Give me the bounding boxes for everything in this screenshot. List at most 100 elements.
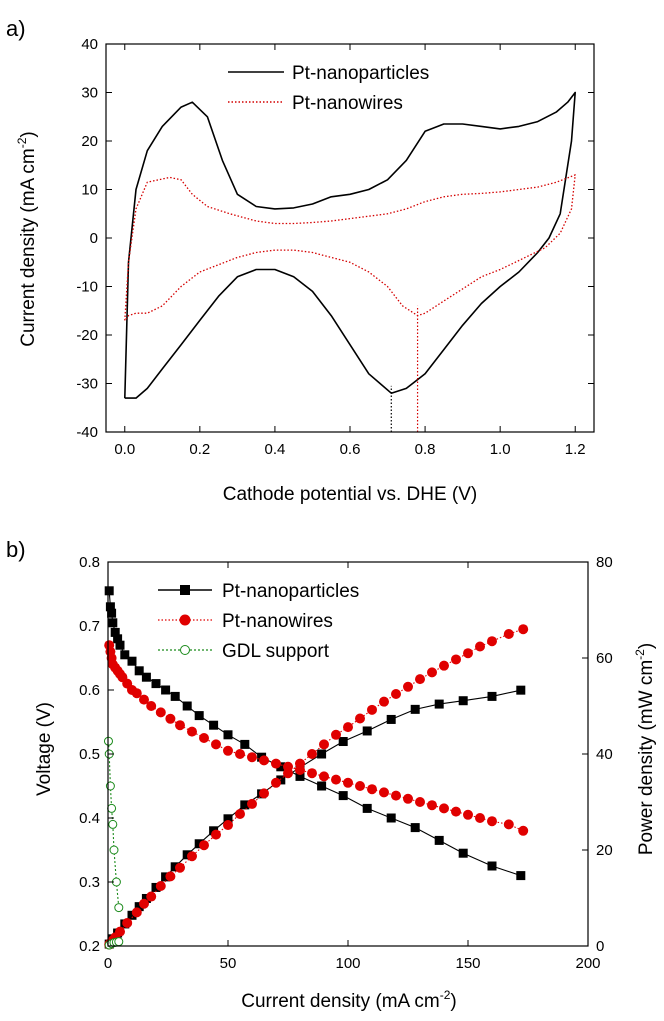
y2-tick-label-b-4: 80 [596, 554, 613, 571]
x-tick-label-a-4: 0.8 [415, 441, 436, 458]
x-tick-label-a-1: 0.2 [189, 441, 210, 458]
x-tick-label-b-2: 100 [335, 955, 360, 972]
y-tick-label-a-7: 30 [81, 85, 98, 102]
x-tick-label-a-2: 0.4 [264, 441, 285, 458]
point-b-2-26 [307, 768, 317, 779]
x-tick-label-b-1: 50 [220, 955, 237, 972]
panel-b-ylabel: Voltage (V) [34, 702, 55, 796]
point-b-3-30 [403, 681, 413, 692]
point-b-2-37 [439, 803, 449, 814]
x-tick-label-a-0: 0.0 [114, 441, 135, 458]
point-b-2-31 [367, 784, 377, 795]
point-b-2-11 [139, 694, 149, 705]
panel-b-legend: Pt-nanoparticles Pt-nanowires GDL suppor… [158, 581, 359, 662]
point-b-0-21 [295, 771, 305, 781]
y-tick-label-a-5: 10 [81, 182, 98, 199]
point-b-0-1 [105, 602, 115, 612]
point-b-1-11 [194, 839, 204, 849]
point-b-2-32 [379, 787, 389, 798]
panel-a-series [124, 91, 577, 399]
series-line-a-0 [124, 91, 577, 399]
point-b-1-24 [458, 696, 468, 706]
point-b-2-19 [223, 745, 233, 756]
point-b-3-16 [235, 809, 245, 819]
legend-b-marker-nanowires [179, 614, 191, 626]
point-b-3-28 [379, 696, 389, 707]
point-b-0-28 [458, 848, 468, 858]
point-b-3-12 [187, 851, 197, 862]
point-b-3-32 [427, 667, 437, 678]
panel-a-markers [390, 305, 419, 432]
point-b-3-37 [487, 636, 497, 647]
point-b-0-2 [107, 608, 117, 618]
point-b-1-26 [516, 685, 526, 695]
y-tick-label-b-0: 0.2 [79, 938, 100, 955]
point-b-2-15 [175, 720, 185, 731]
panel-a-label: a) [6, 16, 26, 41]
point-b-0-25 [386, 813, 396, 823]
panel-b-label: b) [6, 537, 26, 562]
point-b-0-26 [410, 823, 420, 833]
y-tick-label-a-3: -10 [76, 279, 98, 296]
y-tick-label-b-1: 0.3 [79, 874, 100, 891]
panel-a-ylabel: Current density (mA cm-2) [15, 131, 39, 347]
y-tick-label-a-4: 0 [90, 230, 98, 247]
point-b-1-14 [240, 800, 250, 810]
point-b-0-23 [338, 791, 348, 801]
point-b-4-7 [114, 903, 124, 913]
point-b-3-11 [175, 862, 185, 873]
point-b-0-30 [516, 871, 526, 881]
point-b-1-25 [487, 691, 497, 701]
point-b-1-22 [410, 704, 420, 714]
legend-b-label-nanoparticles: Pt-nanoparticles [222, 581, 359, 602]
point-b-0-7 [120, 650, 130, 660]
point-b-3-31 [415, 674, 425, 685]
point-b-1-21 [386, 714, 396, 724]
legend-b-marker-gdl [180, 645, 190, 655]
y2-tick-label-b-3: 60 [596, 650, 613, 667]
point-b-0-11 [151, 679, 161, 689]
point-b-1-18 [317, 749, 327, 759]
point-b-3-22 [307, 749, 317, 759]
point-b-4-5 [109, 845, 119, 855]
x-tick-label-a-5: 1.0 [490, 441, 511, 458]
point-b-1-6 [141, 893, 151, 903]
series-line-b-2 [108, 645, 524, 832]
legend-b-marker-nanoparticles [180, 585, 190, 595]
y-tick-label-b-6: 0.8 [79, 554, 100, 571]
point-b-0-3 [108, 618, 118, 628]
series-line-b-1 [108, 689, 521, 945]
point-b-3-29 [391, 689, 401, 699]
point-b-2-13 [155, 707, 166, 718]
point-b-2-42 [503, 819, 514, 830]
point-b-3-27 [367, 704, 377, 715]
point-b-0-15 [194, 711, 204, 721]
point-b-3-20 [283, 768, 293, 779]
x-tick-label-b-4: 200 [575, 955, 600, 972]
point-b-1-5 [134, 902, 144, 912]
y-tick-label-a-8: 40 [81, 36, 98, 53]
panel-a-axes: 0.0 0.2 0.4 0.6 0.8 1.0 1.2 -40 -30 -20 -10 0 10 20 30… [76, 36, 595, 458]
y-tick-label-a-1: -30 [76, 376, 98, 393]
point-b-0-8 [127, 656, 137, 666]
panel-a-xlabel: Cathode potential vs. DHE (V) [223, 484, 478, 505]
y-tick-label-a-6: 20 [81, 133, 98, 150]
point-b-2-29 [343, 777, 353, 788]
point-b-3-10 [165, 871, 176, 882]
point-b-3-5 [122, 917, 133, 928]
x-tick-label-a-6: 1.2 [565, 441, 586, 458]
point-b-0-13 [170, 691, 180, 701]
legend-a-label-nanowires: Pt-nanowires [292, 93, 403, 114]
panel-b: b) 0 50 100 150 200 0.2 0.3 0.4 0.5 0.6 0.7 0.8 0 20 4… [6, 537, 657, 1012]
point-b-3-15 [223, 820, 233, 831]
point-b-2-34 [403, 793, 413, 804]
point-b-2-14 [165, 713, 176, 724]
point-b-0-0 [104, 586, 114, 596]
point-b-1-16 [276, 775, 286, 785]
point-b-0-18 [240, 739, 250, 749]
point-b-0-6 [115, 640, 125, 650]
legend-b-label-gdl: GDL support [222, 641, 330, 662]
point-b-2-21 [247, 752, 257, 763]
point-b-3-24 [331, 729, 341, 740]
